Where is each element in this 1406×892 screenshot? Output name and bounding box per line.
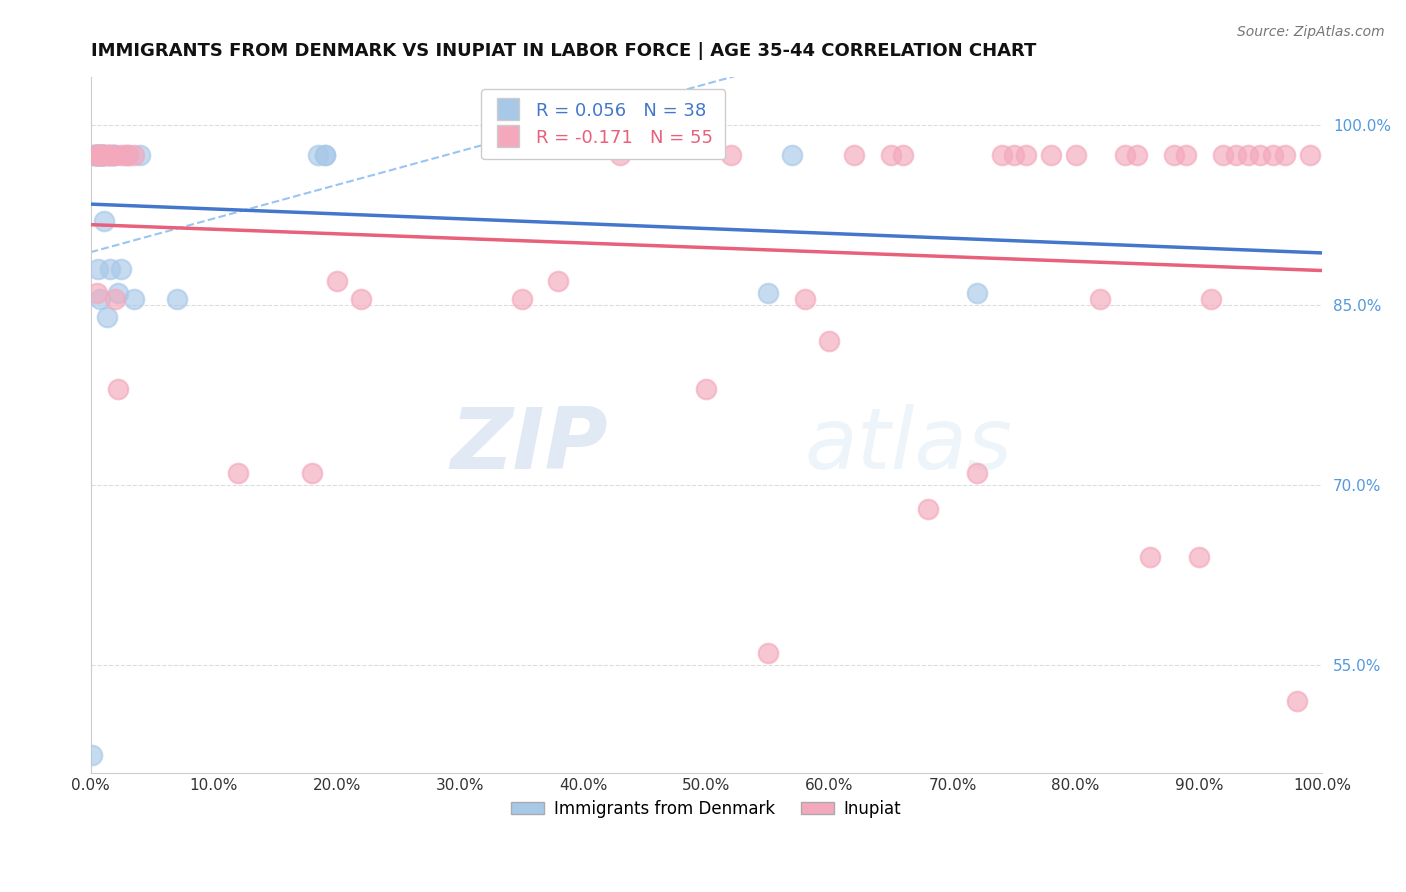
Point [756, 285, 779, 300]
Point [82, 147, 104, 161]
Point [307, 147, 329, 161]
Point [1139, 550, 1161, 565]
Point [91, 147, 114, 161]
Text: ZIP: ZIP [450, 404, 607, 487]
Point [98, 261, 121, 276]
Point [1212, 147, 1234, 161]
Point [1274, 147, 1296, 161]
Point [1114, 147, 1136, 161]
Point [117, 147, 139, 161]
Point [166, 292, 188, 306]
Point [86, 147, 108, 161]
Point [609, 147, 631, 161]
Point [107, 285, 129, 300]
Point [1064, 147, 1087, 161]
Point [94, 147, 117, 161]
Point [314, 147, 336, 161]
Point [98, 147, 121, 161]
Point [1249, 147, 1271, 161]
Point [87, 261, 110, 276]
Point [101, 147, 124, 161]
Point [98, 147, 121, 161]
Point [1199, 292, 1222, 306]
Point [84, 147, 107, 161]
Point [89, 147, 111, 161]
Point [110, 147, 132, 161]
Point [97, 147, 120, 161]
Point [547, 274, 569, 288]
Point [122, 292, 145, 306]
Point [1126, 147, 1149, 161]
Point [89, 292, 111, 306]
Point [86, 285, 108, 300]
Point [84, 147, 107, 161]
Point [89, 147, 111, 161]
Point [917, 502, 939, 516]
Point [89, 147, 111, 161]
Point [1163, 147, 1185, 161]
Point [104, 292, 127, 306]
Point [117, 147, 139, 161]
Point [83, 147, 105, 161]
Point [93, 213, 115, 227]
Point [86, 147, 108, 161]
Point [91, 147, 114, 161]
Point [1225, 147, 1247, 161]
Point [326, 274, 349, 288]
Point [782, 147, 804, 161]
Point [104, 147, 127, 161]
Point [94, 147, 117, 161]
Point [818, 334, 841, 348]
Point [90, 147, 112, 161]
Point [990, 147, 1012, 161]
Point [695, 382, 717, 396]
Point [880, 147, 903, 161]
Point [103, 147, 125, 161]
Text: atlas: atlas [804, 404, 1012, 487]
Point [350, 292, 373, 306]
Point [891, 147, 914, 161]
Point [122, 147, 145, 161]
Point [90, 147, 112, 161]
Text: Source: ZipAtlas.com: Source: ZipAtlas.com [1237, 25, 1385, 39]
Point [128, 147, 150, 161]
Point [966, 466, 988, 480]
Point [1040, 147, 1063, 161]
Point [966, 285, 988, 300]
Point [842, 147, 865, 161]
Point [80, 748, 103, 763]
Point [1298, 147, 1320, 161]
Point [87, 147, 110, 161]
Point [107, 382, 129, 396]
Point [96, 310, 118, 324]
Point [793, 292, 815, 306]
Point [1188, 550, 1211, 565]
Point [1015, 147, 1038, 161]
Point [720, 147, 742, 161]
Point [510, 292, 533, 306]
Point [1175, 147, 1198, 161]
Point [86, 147, 108, 161]
Point [756, 646, 779, 660]
Point [1261, 147, 1284, 161]
Point [110, 261, 132, 276]
Point [228, 466, 250, 480]
Point [314, 147, 336, 161]
Text: IMMIGRANTS FROM DENMARK VS INUPIAT IN LABOR FORCE | AGE 35-44 CORRELATION CHART: IMMIGRANTS FROM DENMARK VS INUPIAT IN LA… [90, 42, 1036, 60]
Point [1237, 147, 1260, 161]
Point [84, 147, 107, 161]
Point [91, 147, 114, 161]
Point [1286, 694, 1309, 708]
Point [101, 147, 124, 161]
Point [90, 147, 112, 161]
Point [90, 147, 112, 161]
Point [89, 147, 111, 161]
Point [114, 147, 136, 161]
Point [98, 147, 121, 161]
Point [1090, 292, 1112, 306]
Point [1002, 147, 1025, 161]
Point [301, 466, 323, 480]
Legend: Immigrants from Denmark, Inupiat: Immigrants from Denmark, Inupiat [505, 793, 908, 824]
